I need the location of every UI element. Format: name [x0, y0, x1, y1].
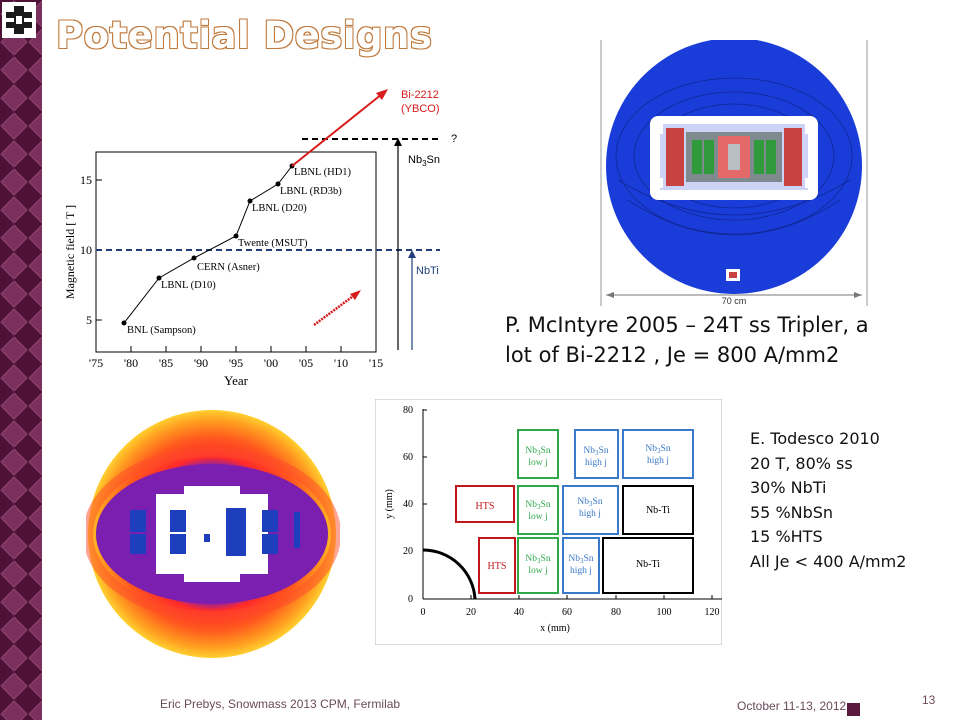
y-tick-label: 15 — [80, 173, 92, 187]
y-tick-label: 60 — [403, 452, 413, 463]
x-tick-label: '85 — [159, 356, 173, 370]
data-point — [275, 181, 281, 187]
data-point — [121, 320, 127, 326]
data-point — [191, 255, 197, 261]
point-label: CERN (Asner) — [197, 262, 260, 273]
x-tick-label: 80 — [611, 607, 621, 618]
x-tick-label: '15 — [369, 356, 383, 370]
tripler-caption-line: lot of Bi-2212 , Je = 800 A/mm2 — [505, 343, 840, 367]
block-label-lowj: low j — [528, 512, 547, 522]
y-tick-label: 80 — [403, 405, 413, 416]
y-axis-label: y (mm) — [384, 489, 395, 519]
block-label-highj: high j — [570, 566, 592, 576]
nb3sn-label: Nb3Sn — [408, 154, 440, 168]
block-label-nb3sn: Nb3Sn — [583, 446, 608, 457]
x-tick-label: 100 — [657, 607, 672, 618]
x-tick-label: 60 — [562, 607, 572, 618]
todesco-caption-line: 55 %NbSn — [750, 502, 834, 522]
todesco-caption-line: 20 T, 80% ss — [750, 453, 853, 473]
bi2212-label: Bi-2212 — [401, 89, 439, 101]
x-tick-label: '95 — [229, 356, 243, 370]
todesco-caption-line: E. Todesco 2010 — [750, 429, 880, 448]
block-label-nb3sn: Nb3Sn — [525, 500, 550, 511]
tripler-cross-section: 70 cm — [598, 38, 870, 306]
data-point — [156, 275, 162, 281]
x-tick-label: '10 — [334, 356, 348, 370]
x-tick-label: 120 — [705, 607, 720, 618]
y-axis-label: Magnetic field [ T ] — [63, 205, 77, 299]
block-label-nbti: Nb-Ti — [636, 559, 660, 570]
point-label: BNL (Sampson) — [127, 325, 196, 336]
data-point — [233, 233, 239, 239]
x-axis-label: x (mm) — [540, 623, 570, 634]
block-label-nbti: Nb-Ti — [646, 505, 670, 516]
x-tick-label: '05 — [299, 356, 313, 370]
x-tick-label: '00 — [264, 356, 278, 370]
block-label-highj: high j — [579, 509, 601, 519]
tripler-caption-line: P. McIntyre 2005 – 24T ss Tripler, a — [505, 313, 869, 337]
todesco-caption-line: 30% NbTi — [750, 478, 827, 497]
footer-author: Eric Prebys, Snowmass 2013 CPM, Fermilab — [160, 697, 401, 711]
point-label: LBNL (HD1) — [294, 167, 352, 178]
fermilab-logo-icon — [2, 2, 36, 38]
sidebar-decoration — [0, 0, 42, 720]
todesco-caption-line: All Je < 400 A/mm2 — [750, 551, 907, 571]
block-label-nb3sn: Nb3Sn — [645, 444, 670, 455]
x-tick-label: '75 — [89, 356, 103, 370]
footer-date: October 11-13, 2012 — [737, 699, 847, 713]
y-tick-label: 0 — [408, 594, 413, 605]
block-label-hts: HTS — [476, 501, 495, 512]
block-layout-plot: 0 20 40 60 80 0 20 40 60 80 100 120 x (m… — [374, 398, 723, 646]
block-label-nb3sn: Nb3Sn — [577, 497, 602, 508]
question-mark-label: ? — [451, 133, 457, 145]
x-tick-label: '80 — [124, 356, 138, 370]
slide-title: Potential Designs — [55, 13, 433, 58]
corner-decoration — [847, 703, 860, 716]
field-map-cross-section — [83, 408, 341, 660]
ybco-label: (YBCO) — [401, 103, 440, 115]
point-label: LBNL (D10) — [161, 280, 216, 291]
todesco-caption: E. Todesco 2010 20 T, 80% ss 30% NbTi 55… — [750, 427, 906, 574]
block-label-nb3sn: Nb3Sn — [525, 554, 550, 565]
field-history-plot: '75 '80 '85 '90 '95 '00 '05 '10 '15 Year… — [60, 80, 480, 390]
nbti-label: NbTi — [416, 265, 439, 277]
x-axis-label: Year — [224, 373, 249, 388]
todesco-caption-line: 15 %HTS — [750, 527, 823, 546]
y-tick-label: 5 — [86, 313, 92, 327]
tripler-caption: P. McIntyre 2005 – 24T ss Tripler, a lot… — [505, 310, 935, 370]
block-label-highj: high j — [647, 456, 669, 466]
point-label: Twente (MSUT) — [238, 238, 308, 249]
y-tick-label: 10 — [80, 243, 92, 257]
block-label-nb3sn: Nb3Sn — [568, 554, 593, 565]
page-number: 13 — [922, 693, 936, 707]
block-label-nb3sn: Nb3Sn — [525, 446, 550, 457]
y-tick-label: 40 — [403, 499, 413, 510]
block-label-lowj: low j — [528, 458, 547, 468]
point-label: LBNL (RD3b) — [280, 186, 342, 197]
x-tick-label: 0 — [421, 607, 426, 618]
x-tick-label: 40 — [514, 607, 524, 618]
block-label-lowj: low j — [528, 566, 547, 576]
block-label-highj: high j — [585, 458, 607, 468]
point-label: LBNL (D20) — [252, 203, 307, 214]
dimension-label: 70 cm — [722, 296, 747, 306]
x-tick-label: '90 — [194, 356, 208, 370]
block-label-hts: HTS — [488, 561, 507, 572]
x-tick-label: 20 — [466, 607, 476, 618]
y-tick-label: 20 — [403, 546, 413, 557]
data-point — [247, 198, 253, 204]
